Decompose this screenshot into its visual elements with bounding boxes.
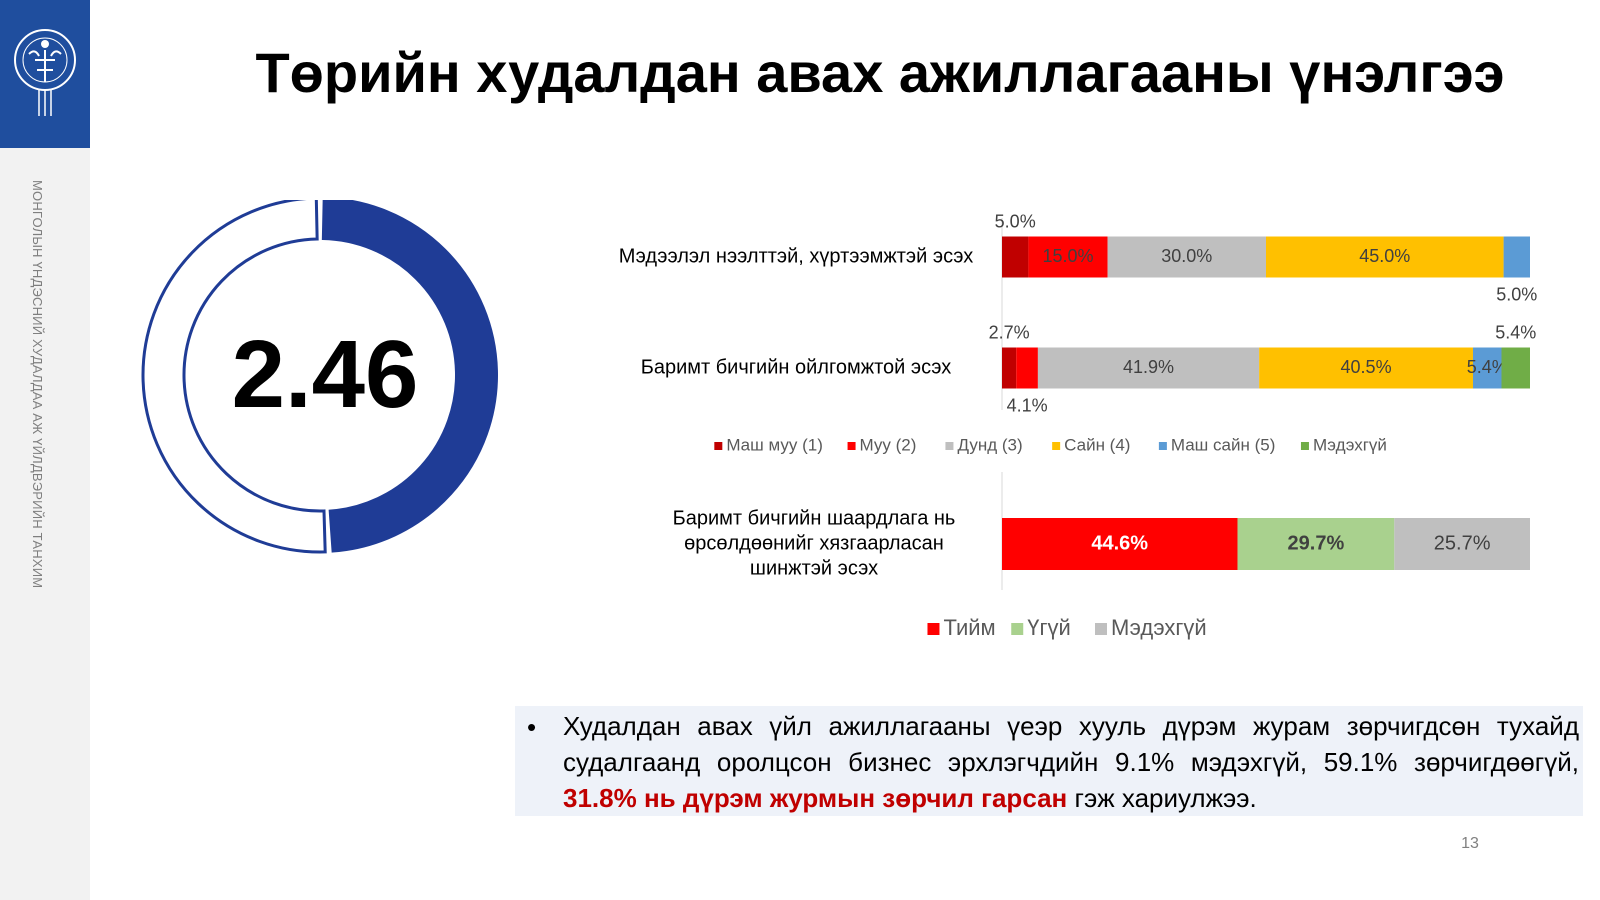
category-label: Мэдээлэл нээлттэй, хүртээмжтэй эсэх — [619, 245, 974, 267]
survey-charts: Мэдээлэл нээлттэй, хүртээмжтэй эсэх 5.0% 1… — [619, 211, 1538, 640]
summary-note: • Худалдан авах үйл ажиллагааны үеэр хуу… — [515, 706, 1583, 816]
legend-swatch — [1300, 442, 1309, 450]
legend-label: Маш муу (1) — [726, 435, 823, 454]
legend-swatch — [1158, 442, 1167, 450]
bar-segment — [1002, 347, 1017, 389]
bar-segment — [1259, 347, 1473, 389]
legend-label: Дунд (3) — [957, 435, 1022, 454]
bar-segment — [1266, 236, 1504, 278]
data-label: 41.9% — [1123, 357, 1174, 377]
category-label: өрсөлдөөнийг хязгаарласан — [684, 532, 944, 554]
summary-text-end: гэж хариулжээ. — [1067, 783, 1257, 813]
legend-label: Муу (2) — [860, 435, 917, 454]
chamber-logo-icon — [14, 29, 76, 116]
legend-swatch — [714, 442, 723, 450]
data-label: 30.0% — [1161, 246, 1212, 266]
data-label: 5.4% — [1467, 357, 1508, 377]
bar-segment — [1028, 236, 1108, 278]
bar-segment — [1501, 347, 1530, 389]
bullet: • — [527, 712, 537, 742]
data-label: 44.6% — [1091, 532, 1148, 554]
bar-segment — [1237, 518, 1395, 570]
legend-label: Мэдэхгүй — [1111, 615, 1207, 640]
data-label: 4.1% — [1007, 395, 1048, 415]
page-number: 13 — [1461, 835, 1479, 852]
data-label: 15.0% — [1042, 246, 1093, 266]
gauge-remaining-segment — [141, 200, 327, 554]
data-label: 5.4% — [1495, 322, 1536, 342]
data-label: 5.0% — [995, 211, 1036, 231]
bar-segment — [1503, 236, 1530, 278]
legend-swatch — [927, 623, 940, 635]
legend-label: Мэдэхгүй — [1313, 435, 1387, 454]
bar-segment — [1037, 347, 1260, 389]
data-label: 25.7% — [1434, 532, 1491, 554]
gauge-filled-segment — [321, 200, 498, 553]
data-label: 29.7% — [1288, 532, 1345, 554]
score-donut — [141, 200, 498, 554]
legend-label: Үгүй — [1027, 615, 1071, 640]
legend-label: Маш сайн (5) — [1171, 435, 1276, 454]
summary-text: Худалдан авах үйл ажиллагааны үеэр хууль… — [563, 708, 1579, 816]
bar-segment — [1002, 518, 1238, 570]
sidebar: МОНГОЛЫН ҮНДЭСНИЙ ХУДАЛДАА АЖ ҮЙЛДВЭРИЙН… — [0, 0, 90, 900]
legend-swatch — [847, 442, 856, 450]
data-label: 5.0% — [1496, 284, 1537, 304]
category-label: Баримт бичгийн ойлгомжтой эсэх — [641, 356, 952, 378]
legend-swatch — [1095, 623, 1107, 635]
legend-label: Сайн (4) — [1064, 435, 1130, 454]
summary-text-start: Худалдан авах үйл ажиллагааны үеэр хууль… — [563, 711, 1579, 777]
legend-label: Тийм — [943, 615, 995, 640]
bar-segment — [1394, 518, 1530, 570]
data-label: 2.7% — [989, 322, 1030, 342]
legend-swatch — [1052, 442, 1061, 450]
logo-box — [0, 0, 90, 148]
score-value: 2.46 — [231, 321, 419, 428]
bar-segment — [1016, 347, 1038, 389]
bar-segment — [1472, 347, 1502, 389]
legend-swatch — [945, 442, 954, 450]
summary-highlight: 31.8% нь дүрэм журмын зөрчил гарсан — [563, 783, 1068, 813]
category-label: шинжтэй эсэх — [750, 557, 878, 579]
data-label: 40.5% — [1341, 357, 1392, 377]
bar-segment — [1107, 236, 1266, 278]
legend-swatch — [1011, 623, 1024, 635]
bar-segment — [1002, 236, 1029, 278]
page-title: Төрийн худалдан авах ажиллагааны үнэлгээ — [255, 41, 1505, 104]
category-label: Баримт бичгийн шаардлага нь — [673, 507, 956, 529]
data-label: 45.0% — [1359, 246, 1410, 266]
